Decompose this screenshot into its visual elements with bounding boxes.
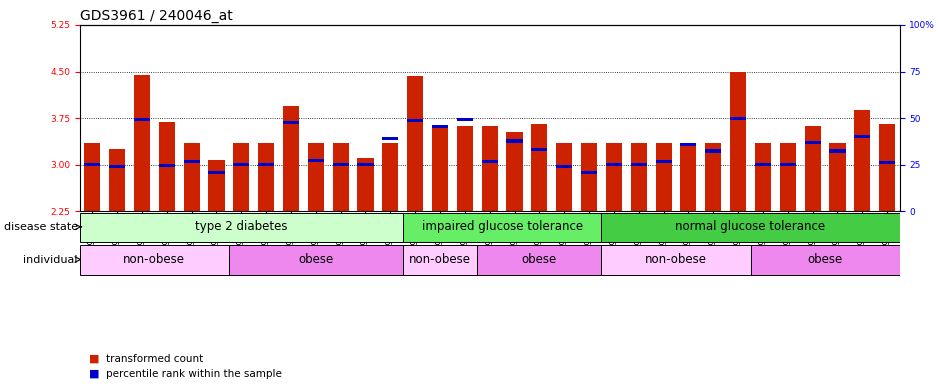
- Bar: [602, 245, 750, 275]
- Bar: [482, 126, 498, 211]
- Text: disease state: disease state: [4, 222, 78, 232]
- Bar: [456, 126, 473, 211]
- Bar: [85, 143, 100, 211]
- Bar: [755, 163, 771, 166]
- Bar: [602, 213, 900, 242]
- Bar: [208, 171, 224, 174]
- Bar: [482, 160, 498, 163]
- Bar: [403, 245, 477, 275]
- Bar: [750, 245, 900, 275]
- Bar: [556, 143, 572, 211]
- Bar: [805, 126, 821, 211]
- Bar: [681, 143, 697, 146]
- Bar: [208, 160, 224, 211]
- Text: obese: obese: [299, 253, 333, 266]
- Bar: [80, 213, 403, 242]
- Bar: [581, 143, 597, 211]
- Bar: [506, 132, 523, 211]
- Text: individual: individual: [23, 255, 78, 265]
- Text: GDS3961 / 240046_at: GDS3961 / 240046_at: [80, 8, 233, 23]
- Bar: [382, 143, 398, 211]
- Bar: [432, 126, 448, 211]
- Text: non-obese: non-obese: [645, 253, 707, 266]
- Bar: [681, 143, 697, 211]
- Bar: [531, 147, 547, 151]
- Bar: [134, 74, 150, 211]
- Bar: [229, 245, 403, 275]
- Bar: [159, 164, 175, 167]
- Bar: [408, 76, 423, 211]
- Bar: [258, 163, 274, 166]
- Bar: [403, 213, 602, 242]
- Bar: [408, 119, 423, 122]
- Text: obese: obese: [522, 253, 557, 266]
- Bar: [159, 122, 175, 211]
- Text: transformed count: transformed count: [106, 354, 204, 364]
- Bar: [283, 106, 299, 211]
- Bar: [730, 116, 747, 120]
- Bar: [655, 160, 671, 163]
- Bar: [506, 139, 523, 142]
- Bar: [283, 121, 299, 124]
- Text: ■: ■: [89, 354, 100, 364]
- Bar: [332, 163, 348, 166]
- Bar: [705, 149, 721, 152]
- Bar: [556, 165, 572, 168]
- Bar: [258, 143, 274, 211]
- Bar: [829, 143, 845, 211]
- Bar: [879, 124, 895, 211]
- Bar: [382, 137, 398, 140]
- Bar: [606, 163, 622, 166]
- Bar: [432, 124, 448, 128]
- Bar: [631, 163, 647, 166]
- Text: ■: ■: [89, 369, 100, 379]
- Text: non-obese: non-obese: [409, 253, 471, 266]
- Bar: [854, 135, 870, 138]
- Bar: [358, 163, 374, 166]
- Bar: [308, 159, 324, 162]
- Bar: [755, 143, 771, 211]
- Bar: [134, 118, 150, 121]
- Bar: [80, 245, 229, 275]
- Bar: [631, 143, 647, 211]
- Bar: [109, 165, 125, 168]
- Bar: [854, 110, 870, 211]
- Bar: [233, 143, 250, 211]
- Bar: [456, 118, 473, 121]
- Bar: [183, 160, 200, 163]
- Text: non-obese: non-obese: [123, 253, 185, 266]
- Text: type 2 diabetes: type 2 diabetes: [195, 220, 287, 233]
- Text: impaired glucose tolerance: impaired glucose tolerance: [422, 220, 583, 233]
- Text: percentile rank within the sample: percentile rank within the sample: [106, 369, 282, 379]
- Bar: [358, 159, 374, 211]
- Bar: [183, 143, 200, 211]
- Bar: [730, 71, 747, 211]
- Bar: [606, 143, 622, 211]
- Bar: [332, 143, 348, 211]
- Text: obese: obese: [808, 253, 842, 266]
- Bar: [233, 163, 250, 166]
- Bar: [308, 143, 324, 211]
- Bar: [109, 149, 125, 211]
- Bar: [805, 141, 821, 144]
- Bar: [779, 163, 796, 166]
- Bar: [655, 143, 671, 211]
- Bar: [581, 171, 597, 174]
- Bar: [779, 143, 796, 211]
- Bar: [85, 163, 100, 166]
- Bar: [829, 149, 845, 152]
- Bar: [531, 124, 547, 211]
- Bar: [477, 245, 602, 275]
- Bar: [705, 143, 721, 211]
- Text: normal glucose tolerance: normal glucose tolerance: [675, 220, 825, 233]
- Bar: [879, 161, 895, 164]
